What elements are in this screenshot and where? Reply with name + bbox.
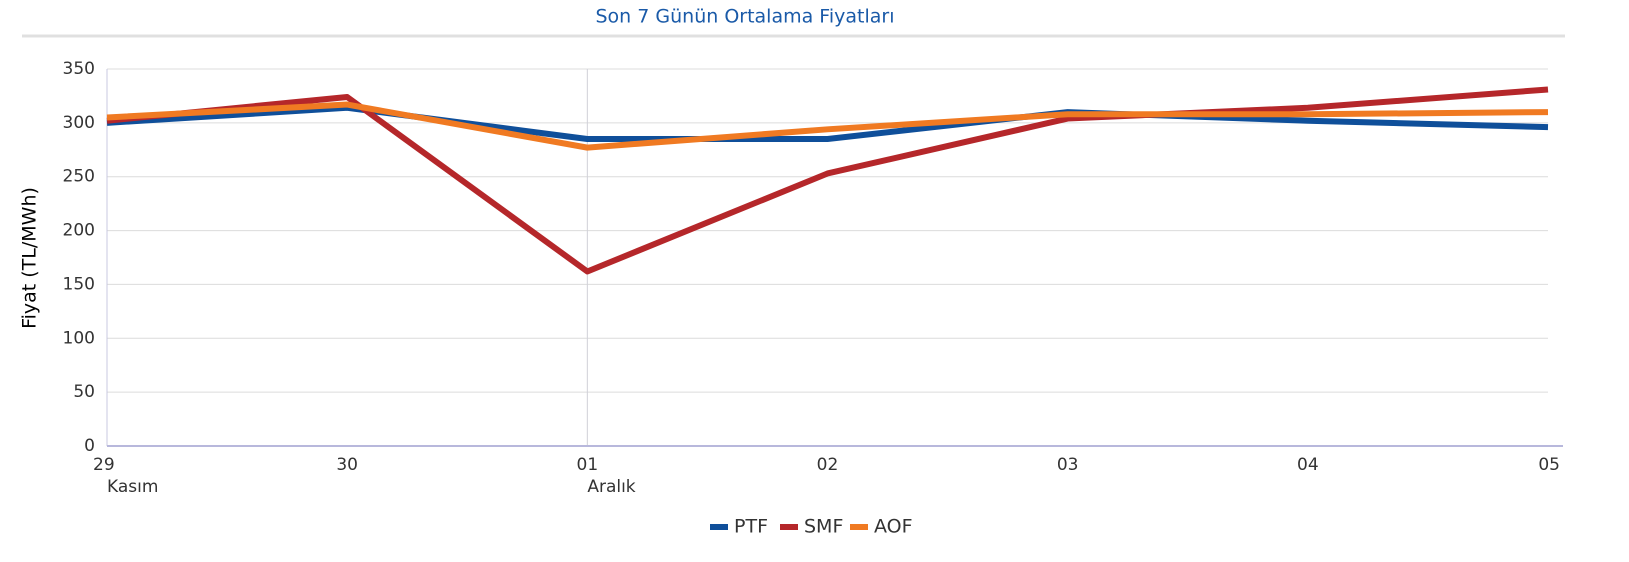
legend-swatch [780, 524, 798, 530]
legend-swatch [850, 524, 868, 530]
legend-label: SMF [804, 516, 843, 538]
legend-label: PTF [734, 516, 768, 538]
series-line [106, 104, 1549, 143]
x-tick-label: 29 [93, 455, 115, 475]
y-tick-label: 300 [63, 113, 95, 133]
x-tick-label: 03 [1057, 455, 1079, 475]
y-axis-label: Fiyat (TL/MWh) [19, 187, 41, 329]
x-tick-label: 02 [817, 455, 839, 475]
y-tick-label: 150 [63, 274, 95, 294]
legend-label: AOF [874, 516, 913, 538]
y-tick-label: 200 [63, 221, 95, 241]
series-line [106, 86, 1549, 275]
x-tick-label: 30 [336, 455, 358, 475]
x-tick-label: 01 [577, 455, 599, 475]
series-line [106, 101, 1549, 151]
x-tick-label: 05 [1538, 455, 1560, 475]
chart-title: Son 7 Günün Ortalama Fiyatları [596, 6, 895, 28]
x-month-label: Kasım [107, 477, 158, 497]
y-tick-label: 50 [73, 382, 95, 402]
x-month-label: Aralık [587, 477, 635, 497]
y-tick-label: 250 [63, 167, 95, 187]
legend-swatch [710, 524, 728, 530]
y-tick-label: 100 [63, 328, 95, 348]
y-tick-label: 0 [84, 436, 95, 456]
x-tick-label: 04 [1297, 455, 1319, 475]
y-tick-label: 350 [63, 59, 95, 79]
